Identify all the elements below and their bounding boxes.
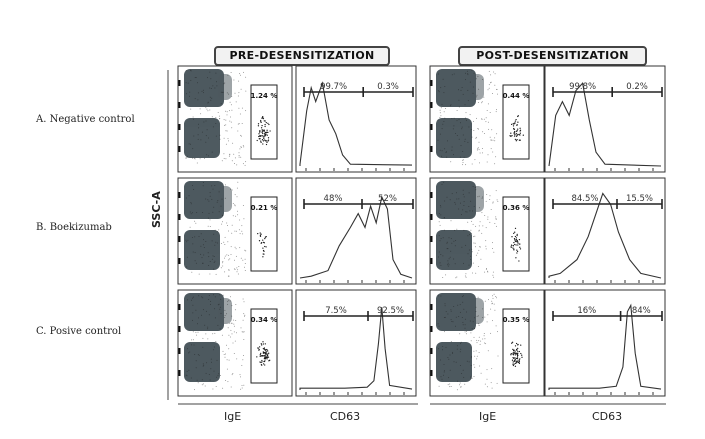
scatter-dots	[437, 293, 523, 391]
population-cloud	[436, 69, 484, 158]
positive-percentage: 52%	[378, 194, 397, 204]
x-axis-label-cd63-pre: CD63	[330, 410, 361, 423]
gate-percentage: 0.21 %	[251, 204, 278, 212]
positive-percentage: 84%	[632, 306, 651, 316]
gate-percentage: 1.24 %	[251, 92, 278, 100]
row-label-negative-control: A. Negative control	[36, 114, 135, 125]
positive-percentage: 92.5%	[377, 306, 404, 316]
negative-percentage: 7.5%	[325, 306, 347, 316]
gate-percentage: 0.34 %	[251, 316, 278, 324]
negative-percentage: 99.8%	[569, 82, 596, 92]
population-cloud	[436, 181, 484, 270]
gate-percentage: 0.36 %	[503, 204, 530, 212]
population-cloud	[184, 293, 232, 382]
population-cloud	[184, 69, 232, 158]
panel-pre-row-2: 0.34 % 7.5% 92.5%	[177, 289, 417, 397]
positive-percentage: 0.2%	[626, 82, 648, 92]
scatter-dots	[437, 69, 524, 166]
scatter-dots	[438, 181, 522, 279]
negative-percentage: 16%	[577, 306, 596, 316]
x-axis-label-ige-post: IgE	[479, 410, 497, 423]
panel-post-row-0: 0.44 % 99.8% 0.2%	[429, 65, 666, 173]
histogram-frame	[544, 65, 666, 173]
row-label-positive-control: C. Posive control	[36, 326, 122, 337]
scatter-dots	[185, 294, 271, 391]
histogram-frame	[295, 289, 417, 397]
gate-box	[502, 84, 530, 160]
gate-box	[502, 196, 530, 272]
positive-percentage: 0.3%	[377, 82, 399, 92]
positive-percentage: 15.5%	[626, 194, 653, 204]
row-label-boekizumab: B. Boekizumab	[36, 222, 112, 233]
panel-post-row-2: 0.35 % 16% 84%	[429, 289, 666, 397]
histogram-curve	[299, 195, 413, 279]
negative-percentage: 99.7%	[320, 82, 347, 92]
histogram-curve	[548, 303, 662, 390]
gate-percentage: 0.35 %	[503, 316, 530, 324]
histogram-frame	[295, 65, 417, 173]
gate-box	[502, 308, 530, 384]
gate-box	[250, 196, 278, 272]
gate-box	[250, 308, 278, 384]
header-post-desensitization: POST-DESENSITIZATION	[458, 46, 647, 66]
x-axis-label-ige-pre: IgE	[224, 410, 242, 423]
header-pre-desensitization: PRE-DESENSITIZATION	[214, 46, 390, 66]
histogram-curve	[548, 82, 662, 167]
panel-pre-row-0: 1.24 % 99.7% 0.3%	[177, 65, 417, 173]
scatter-dots	[185, 69, 271, 166]
x-axis-label-cd63-post: CD63	[592, 410, 623, 423]
histogram-frame	[544, 289, 666, 397]
scatter-dots	[185, 181, 267, 277]
population-cloud	[184, 181, 232, 270]
gate-box	[250, 84, 278, 160]
negative-percentage: 48%	[324, 194, 343, 204]
panel-post-row-1: 0.36 % 84.5% 15.5%	[429, 177, 666, 285]
histogram-curve	[299, 81, 413, 166]
panel-pre-row-1: 0.21 % 48% 52%	[177, 177, 417, 285]
histogram-curve	[299, 307, 413, 390]
gate-percentage: 0.44 %	[503, 92, 530, 100]
negative-percentage: 84.5%	[571, 194, 598, 204]
